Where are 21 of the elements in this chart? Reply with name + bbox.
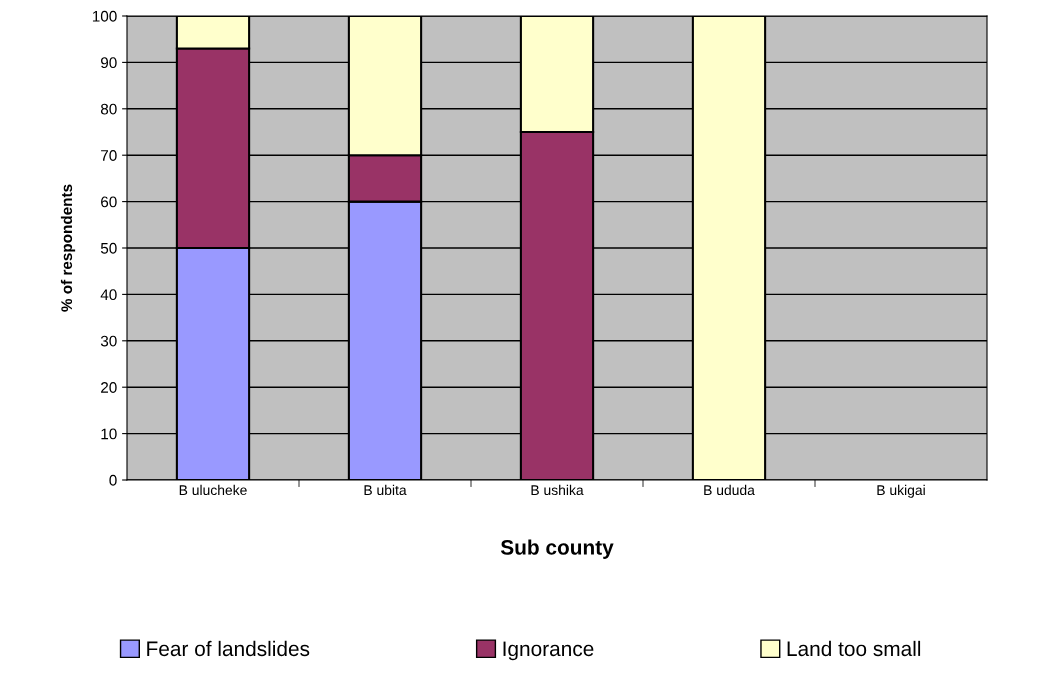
- y-tick-label: 50: [100, 242, 117, 254]
- y-tick-label: 100: [92, 10, 117, 22]
- y-tick-label: 10: [101, 428, 117, 440]
- legend-label: Fear of landslides: [147, 640, 310, 657]
- x-tick-label: B ulucheke: [179, 484, 247, 496]
- legend-label: Land too small: [787, 640, 921, 657]
- y-tick-label: 70: [101, 150, 117, 161]
- y-tick-label: 40: [100, 289, 117, 301]
- x-tick-label: B ukigai: [877, 484, 925, 498]
- y-tick-label: 80: [100, 103, 117, 115]
- x-tick-label: B ududa: [704, 484, 755, 496]
- y-tick-label: 90: [101, 57, 117, 69]
- y-tick-label: 0: [109, 474, 117, 486]
- y-tick-label: 30: [100, 335, 117, 347]
- y-axis-title: % of respondents: [60, 184, 76, 312]
- x-axis-title: Sub county: [500, 539, 614, 559]
- y-tick-label: 20: [101, 382, 117, 393]
- x-tick-label: B ubita: [364, 484, 407, 496]
- y-tick-label: 60: [101, 196, 117, 208]
- legend-label: Ignorance: [503, 641, 594, 661]
- x-tick-label: B ushika: [531, 484, 584, 496]
